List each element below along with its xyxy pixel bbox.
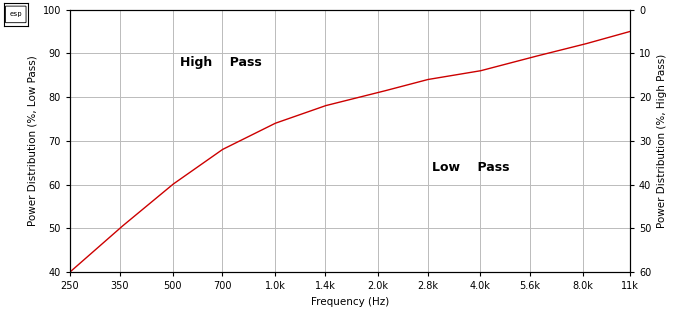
Y-axis label: Power Distribution (%, High Pass): Power Distribution (%, High Pass) bbox=[657, 54, 667, 228]
Text: esp: esp bbox=[9, 12, 22, 17]
Text: Low    Pass: Low Pass bbox=[432, 161, 510, 174]
Text: High    Pass: High Pass bbox=[180, 56, 262, 69]
X-axis label: Frequency (Hz): Frequency (Hz) bbox=[311, 297, 389, 307]
Y-axis label: Power Distribution (%, Low Pass): Power Distribution (%, Low Pass) bbox=[27, 55, 37, 226]
